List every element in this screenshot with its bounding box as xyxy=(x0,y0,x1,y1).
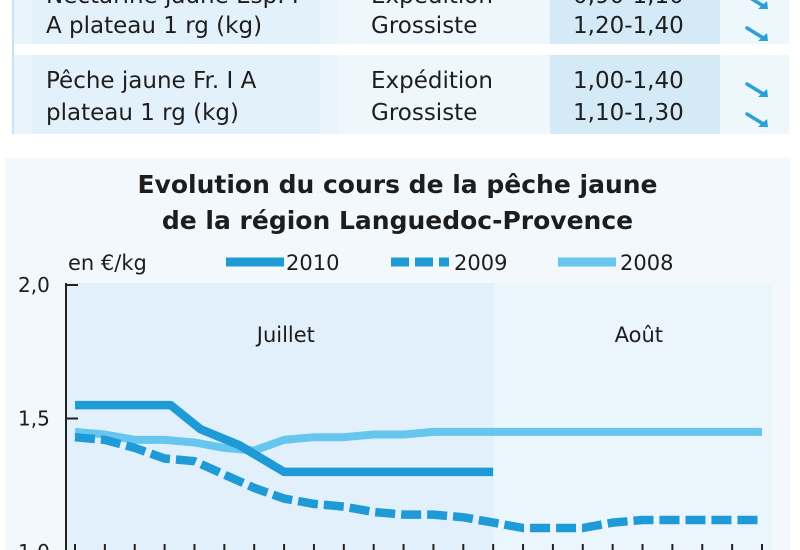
series-layer xyxy=(74,400,762,533)
y-tick-label: 1,0 xyxy=(18,540,50,550)
trend-down-icon xyxy=(745,26,768,41)
trend-down-icon xyxy=(750,0,768,9)
series-line-2009 xyxy=(74,432,762,533)
y-axis-label: en €/kg xyxy=(68,251,147,275)
legend: 2010 2009 2008 xyxy=(226,251,673,275)
price-range: 1,20-1,40 xyxy=(573,13,684,39)
price-range: 1,00-1,40 xyxy=(573,68,684,94)
trend-down-icon xyxy=(745,112,768,127)
stage-cell xyxy=(338,55,553,134)
y-tick-label: 2,0 xyxy=(18,273,50,297)
stage-label: Expédition xyxy=(371,0,493,13)
stage-cell xyxy=(338,0,553,44)
chart-title-line2: de la région Languedoc-Provence xyxy=(161,206,634,235)
july-band xyxy=(66,283,494,550)
axis-layer xyxy=(65,283,763,550)
chart-title-line1: Evolution du cours de la pêche jaune xyxy=(137,170,658,199)
price-cell xyxy=(550,55,720,134)
august-band xyxy=(493,283,772,550)
table-row: Nectarine jaune Esp. I A plateau 1 rg (k… xyxy=(14,0,789,44)
legend-label-2010: 2010 xyxy=(286,251,339,275)
y-tick-label: 1,5 xyxy=(18,407,50,431)
period-label-july: Juillet xyxy=(255,323,315,347)
table-row: Pêche jaune Fr. I A plateau 1 rg (kg) Ex… xyxy=(14,55,789,134)
stage-label: Grossiste xyxy=(371,100,478,126)
series-line-2008 xyxy=(74,427,762,455)
product-name-line2: plateau 1 rg (kg) xyxy=(46,100,240,126)
stage-label: Expédition xyxy=(371,68,493,94)
price-range: 0,90-1,10 xyxy=(573,0,684,13)
table-left-rule xyxy=(12,0,14,134)
trend-down-icon xyxy=(745,82,768,97)
trend-cell xyxy=(720,0,789,44)
product-cell xyxy=(32,55,320,134)
product-name-line1: Nectarine jaune Esp. I xyxy=(46,0,299,13)
legend-label-2009: 2009 xyxy=(454,251,507,275)
price-cell xyxy=(550,0,720,44)
stage-label: Grossiste xyxy=(371,13,478,39)
product-name-line1: Pêche jaune Fr. I A xyxy=(46,68,257,94)
series-line-2010 xyxy=(75,400,494,477)
period-label-august: Août xyxy=(615,323,663,347)
label-layer: 2,0 1,5 1,0 en €/kg Juillet Août xyxy=(18,251,663,550)
product-name-line2: A plateau 1 rg (kg) xyxy=(46,13,263,39)
legend-label-2008: 2008 xyxy=(620,251,673,275)
price-range: 1,10-1,30 xyxy=(573,100,684,126)
trend-cell xyxy=(720,55,789,134)
price-table: Nectarine jaune Esp. I A plateau 1 rg (k… xyxy=(0,0,800,140)
product-cell xyxy=(32,0,320,44)
